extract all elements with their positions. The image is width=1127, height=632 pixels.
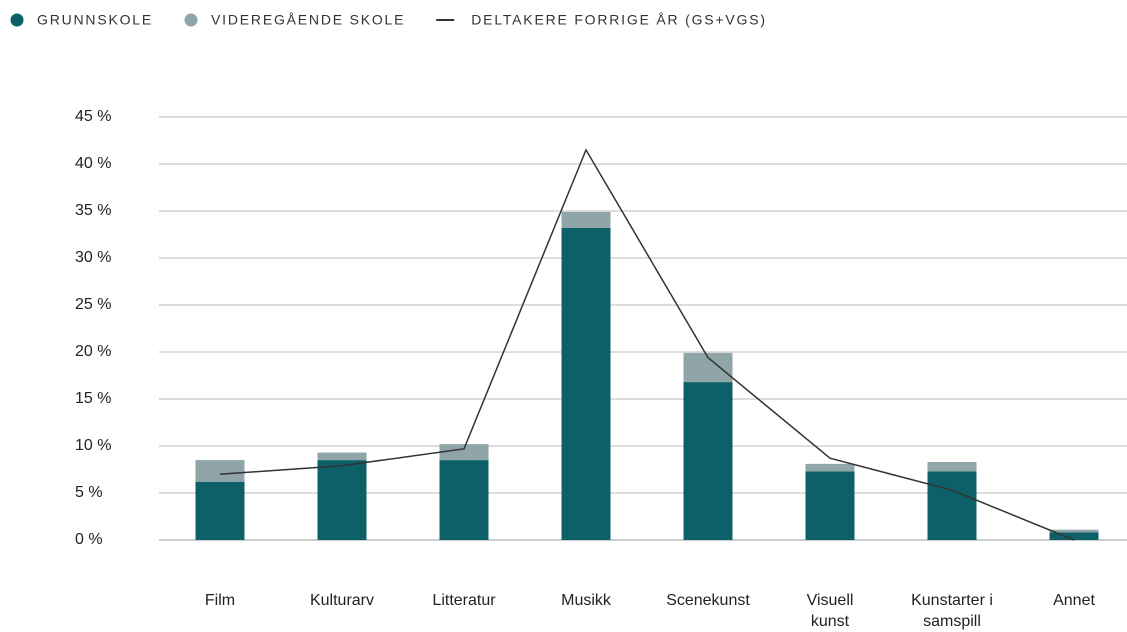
line xyxy=(219,148,1075,541)
bar xyxy=(805,471,855,540)
x-tick-label: Kunstarter i samspill xyxy=(892,590,1012,632)
y-tick-label: 30 % xyxy=(75,249,111,266)
x-tick-label: Annet xyxy=(1014,590,1127,611)
legend-label: GRUNNSKOLE xyxy=(37,12,153,28)
x-tick-text: Film xyxy=(204,592,236,609)
x-tick-text: Kunstarter i samspill xyxy=(911,592,993,630)
x-tick-label: Kulturarv xyxy=(282,590,402,611)
y-tick-label: 35 % xyxy=(75,202,111,219)
x-tick-text: Scenekunst xyxy=(666,592,750,609)
legend-swatch xyxy=(10,13,24,27)
bar xyxy=(561,227,611,541)
x-tick-label: Litteratur xyxy=(404,590,524,611)
x-tick-label: Film xyxy=(160,590,280,611)
bar xyxy=(195,481,245,540)
bar xyxy=(317,460,367,540)
bar xyxy=(1049,532,1099,540)
y-tick-label: 0 % xyxy=(75,531,103,548)
y-tick-label: 45 % xyxy=(75,108,111,125)
y-tick-label: 15 % xyxy=(75,390,111,407)
bar xyxy=(927,471,977,540)
bar xyxy=(439,444,489,461)
x-tick-label: Visuell kunst xyxy=(770,590,890,632)
y-tick-label: 25 % xyxy=(75,296,111,313)
y-tick-label: 40 % xyxy=(75,155,111,172)
legend-swatch xyxy=(184,13,198,27)
x-tick-text: Annet xyxy=(1053,592,1095,609)
bar xyxy=(805,463,855,472)
legend-label: VIDEREGÅENDE SKOLE xyxy=(211,12,405,28)
x-tick-text: Musikk xyxy=(561,592,611,609)
y-tick-label: 10 % xyxy=(75,437,111,454)
bar xyxy=(1049,529,1099,533)
bar xyxy=(317,452,367,461)
x-tick-text: Visuell kunst xyxy=(806,592,854,630)
bar xyxy=(195,460,245,482)
x-tick-label: Musikk xyxy=(526,590,646,611)
x-tick-label: Scenekunst xyxy=(648,590,768,611)
bar xyxy=(561,211,611,228)
x-tick-text: Kulturarv xyxy=(309,592,375,609)
legend-label: DELTAKERE FORRIGE ÅR (GS+VGS) xyxy=(471,12,767,28)
x-tick-text: Litteratur xyxy=(432,592,496,609)
bar xyxy=(439,460,489,540)
y-tick-label: 5 % xyxy=(75,484,103,501)
bar xyxy=(927,461,977,472)
y-tick-label: 20 % xyxy=(75,343,111,360)
bar xyxy=(683,382,733,540)
